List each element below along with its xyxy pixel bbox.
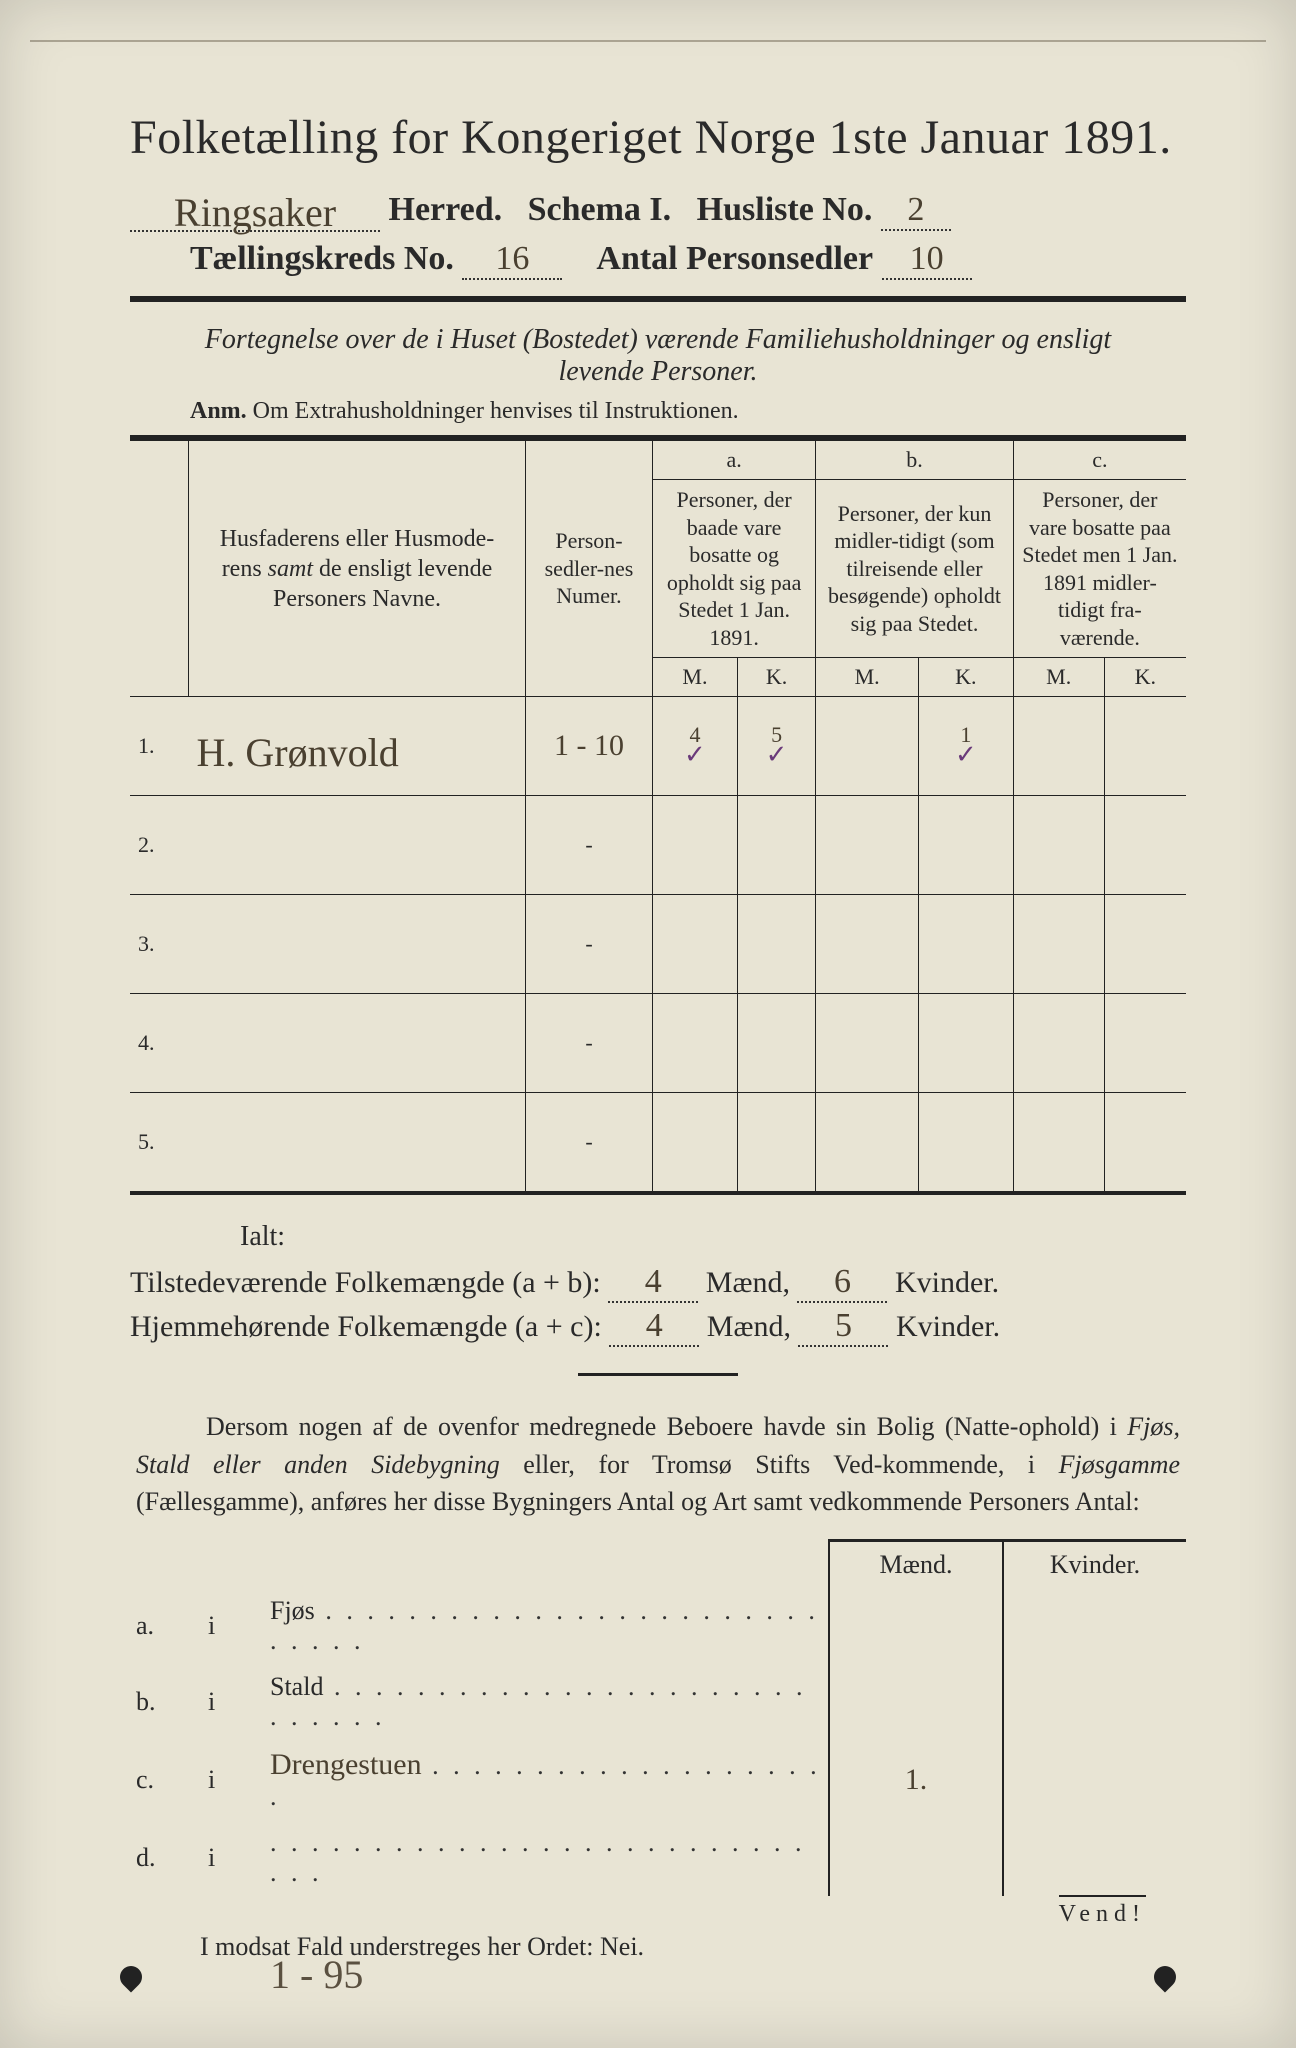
sum-maend: Mænd, <box>706 1266 790 1299</box>
antal-value: 10 <box>910 240 944 277</box>
sum-kvinder2: Kvinder. <box>896 1310 1000 1343</box>
col-a-label: a. <box>653 441 816 480</box>
fjos-h-kvinder: Kvinder. <box>1003 1541 1186 1589</box>
table-row: 2. - <box>130 796 1186 895</box>
anm-label: Anm. <box>190 398 247 424</box>
antal-label: Antal Personsedler <box>596 240 873 277</box>
fjos-row: a.i Fjøs . . . . . . . . . . . . . . . .… <box>130 1588 1186 1664</box>
footnote-hw: 1 - 95 <box>270 1951 363 1998</box>
schema-label: Schema I. <box>528 191 672 228</box>
kreds-value: 16 <box>495 240 529 277</box>
fjos-table: Mænd. Kvinder. a.i Fjøs . . . . . . . . … <box>130 1539 1186 1896</box>
pin-icon <box>115 1961 146 1992</box>
table-row: 3. - <box>130 895 1186 994</box>
header-line-2: Ringsaker Herred. Schema I. Husliste No.… <box>130 183 1186 232</box>
anm-text: Om Extrahusholdninger henvises til Instr… <box>253 398 739 424</box>
subtitle: Fortegnelse over de i Huset (Bostedet) v… <box>160 324 1156 388</box>
col-b-label: b. <box>816 441 1014 480</box>
sum-line-1: Tilstedeværende Folkemængde (a + b): 4 M… <box>130 1263 1186 1303</box>
husliste-value: 2 <box>907 191 924 228</box>
col-a-m: M. <box>653 658 738 697</box>
header-line-3: Tællingskreds No. 16 Antal Personsedler … <box>130 240 1186 280</box>
sum2-m: 4 <box>646 1307 663 1344</box>
herred-value: Ringsaker <box>174 190 336 235</box>
sum-maend2: Mænd, <box>707 1310 791 1343</box>
col-b-k: K. <box>918 658 1013 697</box>
fjos-row: b.i Stald . . . . . . . . . . . . . . . … <box>130 1664 1186 1740</box>
fjos-row: d.i . . . . . . . . . . . . . . . . . . … <box>130 1820 1186 1896</box>
sum1-m: 4 <box>645 1263 662 1300</box>
paragraph: Dersom nogen af de ovenfor medregnede Be… <box>136 1408 1180 1521</box>
col-c-text: Personer, der vare bosatte paa Stedet me… <box>1013 480 1186 658</box>
table-row: 1. H. Grønvold 1 - 10 4✓ 5✓ 1✓ <box>130 697 1186 796</box>
col-b-m: M. <box>816 658 919 697</box>
sum2-k: 5 <box>835 1307 852 1344</box>
fjos-row: c.i Drengestuen . . . . . . . . . . . . … <box>130 1740 1186 1820</box>
anm-line: Anm. Om Extrahusholdninger henvises til … <box>190 398 1186 425</box>
page-title: Folketælling for Kongeriget Norge 1ste J… <box>130 110 1186 165</box>
table-row: 4. - <box>130 994 1186 1093</box>
sum1-k: 6 <box>834 1263 851 1300</box>
sum-kvinder: Kvinder. <box>895 1266 999 1299</box>
col-c-k: K. <box>1104 658 1186 697</box>
fjos-h-maend: Mænd. <box>829 1541 1003 1589</box>
table-row: 5. - <box>130 1093 1186 1192</box>
kreds-label: Tællingskreds No. <box>190 240 454 277</box>
col-c-label: c. <box>1013 441 1186 480</box>
vend-label: Vend! <box>1059 1895 1146 1928</box>
husliste-label: Husliste No. <box>697 191 873 228</box>
main-table: Husfaderens eller Husmode-rens samt de e… <box>130 440 1186 1192</box>
col-a-text: Personer, der baade vare bosatte og opho… <box>653 480 816 658</box>
col-c-m: M. <box>1013 658 1104 697</box>
col-num: Person-sedler-nes Numer. <box>526 441 653 697</box>
census-form-page: Folketælling for Kongeriget Norge 1ste J… <box>0 0 1296 2048</box>
col-b-text: Personer, der kun midler-tidigt (som til… <box>816 480 1014 658</box>
col-name: Husfaderens eller Husmode-rens samt de e… <box>220 526 495 612</box>
col-a-k: K. <box>737 658 815 697</box>
ialt-label: Ialt: <box>240 1221 1186 1253</box>
rule-1 <box>130 296 1186 302</box>
sum2-label: Hjemmehørende Folkemængde (a + c): <box>130 1310 602 1343</box>
herred-label: Herred. <box>389 191 503 228</box>
rule-4 <box>578 1373 738 1376</box>
pin-icon <box>1149 1961 1180 1992</box>
sum1-label: Tilstedeværende Folkemængde (a + b): <box>130 1266 601 1299</box>
sum-line-2: Hjemmehørende Folkemængde (a + c): 4 Mæn… <box>130 1307 1186 1347</box>
rule-3 <box>130 1191 1186 1195</box>
